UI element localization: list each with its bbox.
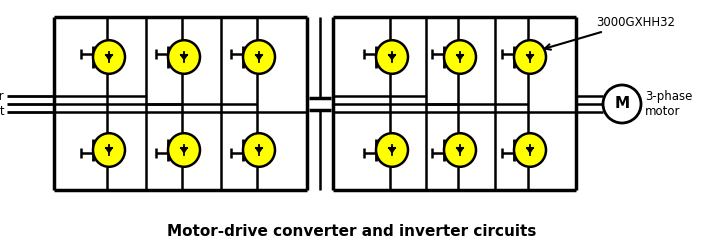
Ellipse shape — [93, 40, 125, 74]
Ellipse shape — [243, 40, 275, 74]
Text: Power
input: Power input — [0, 90, 5, 118]
Polygon shape — [389, 148, 395, 153]
Polygon shape — [527, 55, 534, 60]
Ellipse shape — [243, 133, 275, 167]
Text: M: M — [614, 97, 630, 112]
Ellipse shape — [376, 40, 408, 74]
Polygon shape — [457, 148, 463, 153]
Polygon shape — [389, 55, 395, 60]
Ellipse shape — [444, 133, 476, 167]
Ellipse shape — [93, 133, 125, 167]
Text: 3-phase
motor: 3-phase motor — [645, 90, 692, 118]
Ellipse shape — [514, 40, 546, 74]
Polygon shape — [105, 148, 112, 153]
Polygon shape — [256, 148, 262, 153]
Ellipse shape — [376, 133, 408, 167]
Text: 3000GXHH32: 3000GXHH32 — [545, 15, 675, 50]
Polygon shape — [527, 148, 534, 153]
Ellipse shape — [168, 40, 200, 74]
Circle shape — [603, 85, 641, 123]
Ellipse shape — [168, 133, 200, 167]
Ellipse shape — [444, 40, 476, 74]
Polygon shape — [181, 148, 187, 153]
Polygon shape — [457, 55, 463, 60]
Text: Motor-drive converter and inverter circuits: Motor-drive converter and inverter circu… — [167, 225, 536, 240]
Polygon shape — [105, 55, 112, 60]
Polygon shape — [181, 55, 187, 60]
Ellipse shape — [514, 133, 546, 167]
Polygon shape — [256, 55, 262, 60]
